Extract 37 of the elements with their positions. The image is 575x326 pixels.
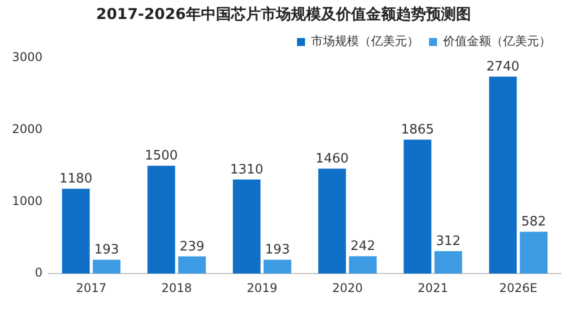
data-label: 2740 bbox=[486, 60, 520, 75]
data-label: 1865 bbox=[400, 122, 434, 138]
bar bbox=[147, 166, 176, 274]
bar bbox=[92, 260, 120, 274]
bar bbox=[232, 179, 261, 274]
x-tick-label: 2018 bbox=[161, 280, 192, 295]
x-tick-label: 2017 bbox=[76, 280, 107, 295]
data-label: 312 bbox=[436, 234, 461, 250]
y-tick-label: 1000 bbox=[12, 194, 43, 208]
y-tick-label: 3000 bbox=[12, 50, 43, 64]
bar bbox=[404, 140, 432, 274]
legend-label: 市场规模（亿美元） bbox=[311, 34, 419, 48]
data-label: 242 bbox=[350, 239, 376, 254]
x-tick-label: 2021 bbox=[418, 280, 448, 295]
data-label: 1500 bbox=[144, 148, 178, 164]
bar bbox=[349, 256, 377, 274]
bar bbox=[264, 260, 292, 274]
x-tick-label: 2020 bbox=[332, 280, 363, 295]
bar bbox=[520, 232, 548, 274]
data-label: 1310 bbox=[230, 162, 264, 178]
x-tick-label: 2026E bbox=[499, 280, 538, 295]
data-label: 239 bbox=[180, 239, 204, 254]
chart-title: 2017-2026年中国芯片市场规模及价值金额趋势预测图 bbox=[96, 4, 471, 23]
bar bbox=[318, 168, 346, 274]
y-tick-label: 2000 bbox=[12, 122, 43, 136]
bar bbox=[62, 188, 90, 274]
bar bbox=[489, 76, 517, 274]
data-label: 193 bbox=[94, 242, 120, 258]
x-tick-label: 2019 bbox=[246, 280, 278, 295]
data-label: 582 bbox=[521, 214, 546, 230]
legend-label: 价值金额（亿美元） bbox=[442, 34, 551, 48]
bar bbox=[178, 256, 206, 274]
bar bbox=[434, 251, 462, 274]
data-label: 1460 bbox=[316, 152, 349, 167]
y-tick-label: 0 bbox=[34, 266, 43, 280]
data-label: 193 bbox=[265, 242, 290, 258]
data-label: 1180 bbox=[59, 172, 92, 187]
